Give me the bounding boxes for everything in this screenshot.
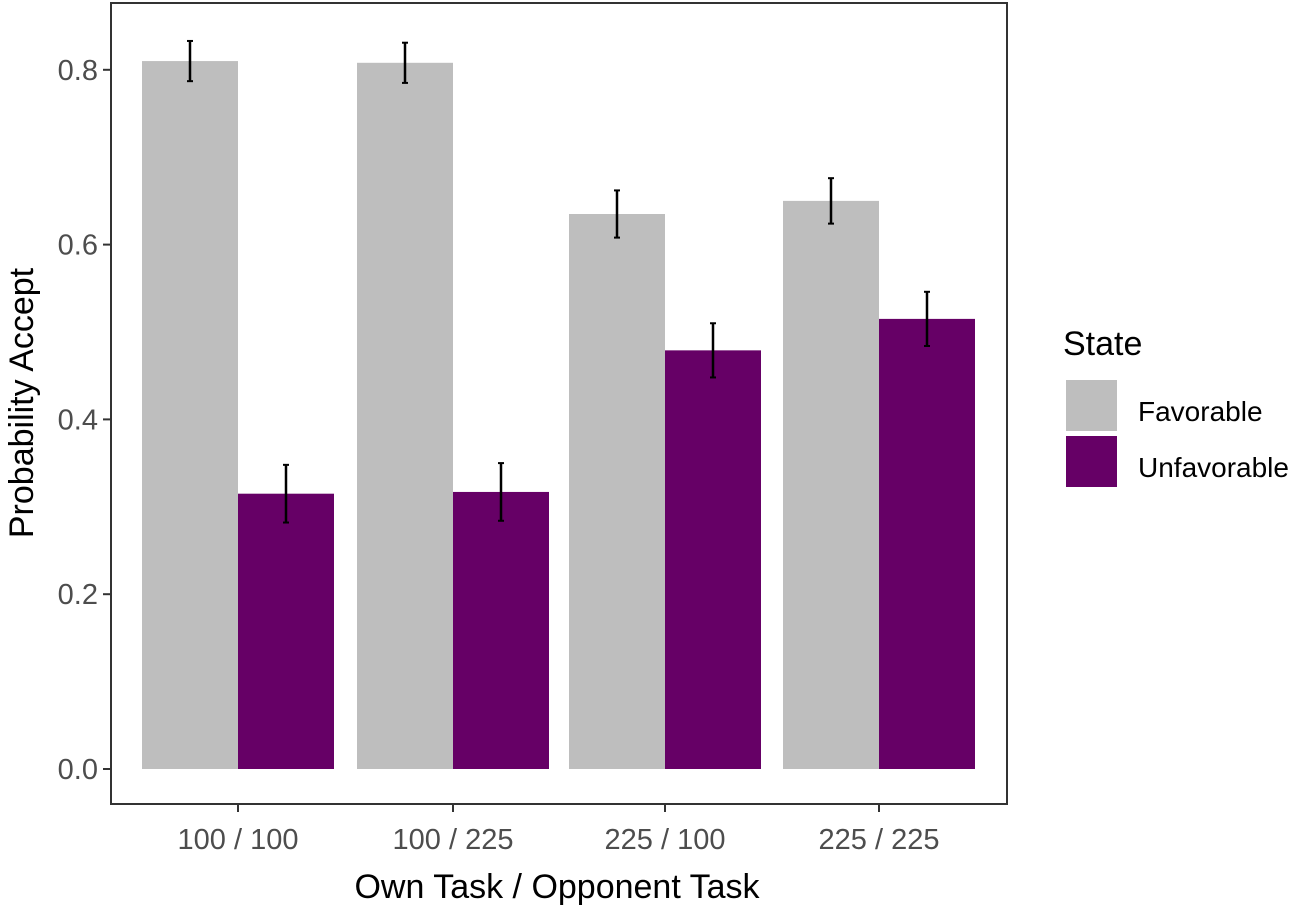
y-tick-label: 0.0 <box>58 754 98 786</box>
x-tick-label: 100 / 225 <box>393 824 514 856</box>
error-bar <box>498 462 504 522</box>
legend-title: State <box>1063 325 1142 363</box>
error-bar <box>924 290 930 347</box>
error-bars <box>187 39 930 524</box>
bar-favorable <box>357 62 453 770</box>
error-bar <box>828 177 834 225</box>
legend: State Favorable Unfavorable <box>1063 325 1289 487</box>
x-tick-label: 225 / 100 <box>605 824 726 856</box>
legend-key-unfavorable <box>1066 436 1117 487</box>
bars <box>142 61 975 770</box>
legend-key-favorable <box>1066 380 1117 431</box>
y-axis: 0.0 0.2 0.4 0.6 0.8 <box>58 55 111 786</box>
error-bar <box>187 39 193 83</box>
bar-unfavorable <box>665 350 761 769</box>
x-axis-title: Own Task / Opponent Task <box>354 868 760 906</box>
error-bar <box>710 322 716 379</box>
bar-favorable <box>569 214 665 769</box>
x-tick-label: 225 / 225 <box>819 824 940 856</box>
bar-unfavorable <box>453 491 549 769</box>
y-tick-label: 0.6 <box>58 230 98 262</box>
error-bar <box>283 463 289 524</box>
plot-panel-border <box>110 2 1008 805</box>
y-tick-label: 0.8 <box>58 55 98 87</box>
error-bar <box>614 189 620 239</box>
y-axis-title: Probability Accept <box>3 267 41 538</box>
bar-unfavorable <box>238 493 334 769</box>
x-tick-label: 100 / 100 <box>178 824 299 856</box>
x-axis: 100 / 100 100 / 225 225 / 100 225 / 225 <box>178 804 940 856</box>
bar-favorable <box>142 61 238 770</box>
error-bar <box>402 41 408 84</box>
y-tick-label: 0.2 <box>58 579 98 611</box>
bar-favorable <box>783 200 879 769</box>
bar-unfavorable <box>879 318 975 769</box>
legend-label-favorable: Favorable <box>1138 396 1263 427</box>
y-tick-label: 0.4 <box>58 404 98 436</box>
legend-label-unfavorable: Unfavorable <box>1138 452 1289 483</box>
